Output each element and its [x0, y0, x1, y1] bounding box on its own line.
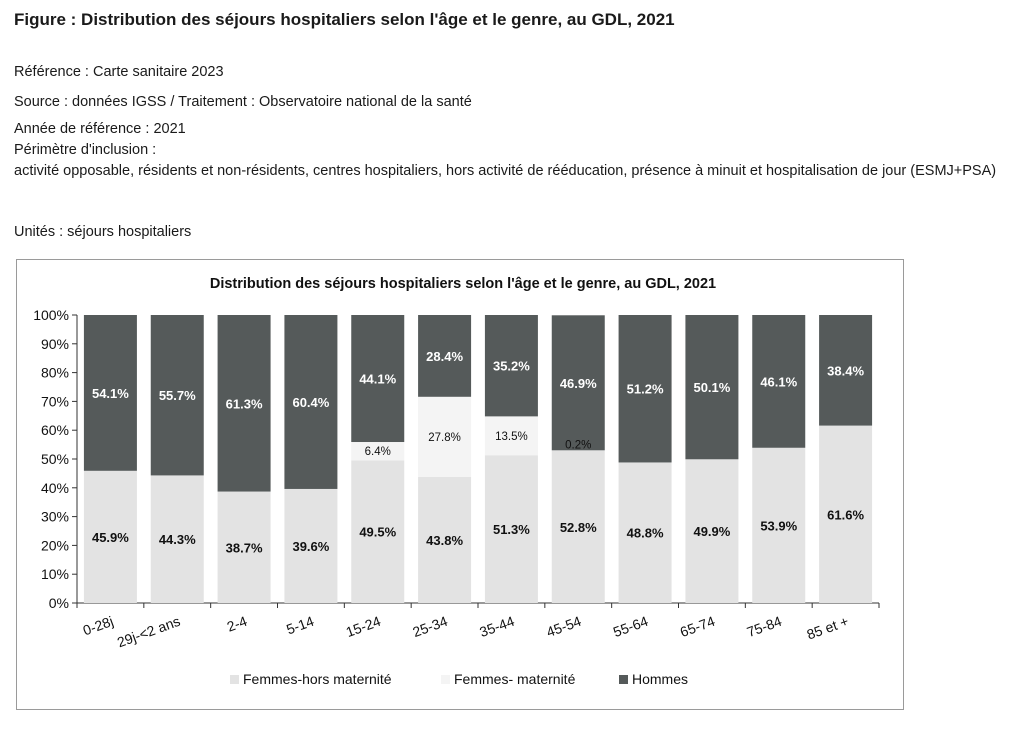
data-label: 39.6%	[292, 539, 329, 554]
data-label: 55.7%	[159, 388, 196, 403]
y-tick-label: 40%	[41, 480, 69, 496]
x-tick-label: 85 et +	[805, 613, 851, 643]
x-tick-label: 65-74	[678, 613, 717, 640]
bar-0-3	[284, 488, 338, 603]
data-label: 6.4%	[365, 446, 391, 458]
bar-2-6	[484, 315, 538, 417]
source-text: Source : données IGSS / Traitement : Obs…	[14, 94, 472, 110]
bar-1-5	[418, 396, 472, 477]
legend-label: Femmes- maternité	[454, 671, 576, 687]
bar-0-6	[484, 455, 538, 603]
data-label: 49.5%	[359, 525, 396, 540]
bar-0-8	[618, 462, 672, 603]
data-label: 28.4%	[426, 349, 463, 364]
bar-0-4	[351, 460, 405, 603]
data-label: 60.4%	[292, 395, 329, 410]
metadata-block: Année de référence : 2021 Périmètre d'in…	[14, 119, 1004, 182]
bar-0-9	[685, 459, 739, 603]
stacked-bar-chart: Distribution des séjours hospitaliers se…	[33, 276, 880, 687]
legend-label: Hommes	[632, 671, 688, 687]
x-tick-label: 0-28j	[81, 613, 116, 639]
bar-2-2	[217, 315, 271, 492]
figure-title: Figure : Distribution des séjours hospit…	[14, 10, 675, 29]
data-label: 61.6%	[827, 507, 864, 522]
y-tick-label: 90%	[41, 336, 69, 352]
bar-2-9	[685, 315, 739, 460]
x-tick-label: 25-34	[410, 613, 449, 640]
bar-0-10	[752, 447, 806, 603]
y-tick-label: 20%	[41, 537, 69, 553]
bar-0-0	[83, 470, 137, 603]
y-tick-label: 70%	[41, 393, 69, 409]
units-text: Unités : séjours hospitaliers	[14, 224, 192, 240]
perimeter-label: Périmètre d'inclusion :	[14, 142, 157, 158]
data-label: 46.9%	[560, 376, 597, 391]
bar-2-7	[551, 315, 605, 451]
x-tick-label: 5-14	[284, 613, 316, 638]
data-label: 50.1%	[693, 380, 730, 395]
reference-text: Référence : Carte sanitaire 2023	[14, 64, 224, 80]
bar-2-3	[284, 315, 338, 489]
y-tick-label: 0%	[49, 595, 69, 611]
bar-2-10	[752, 315, 806, 448]
x-tick-label: 55-64	[611, 613, 650, 640]
data-label: 38.7%	[226, 540, 263, 555]
y-tick-label: 30%	[41, 509, 69, 525]
bar-0-7	[551, 450, 605, 603]
bar-1-6	[484, 416, 538, 456]
y-tick-label: 10%	[41, 566, 69, 582]
perimeter-text: activité opposable, résidents et non-rés…	[14, 163, 997, 179]
bar-2-5	[418, 315, 472, 397]
bar-2-8	[618, 315, 672, 463]
data-label: 53.9%	[760, 518, 797, 533]
bar-0-11	[819, 425, 873, 603]
data-label: 44.1%	[359, 372, 396, 387]
data-label: 48.8%	[627, 526, 664, 541]
y-tick-label: 100%	[33, 307, 69, 323]
x-tick-label: 2-4	[225, 613, 250, 635]
x-tick-label: 35-44	[477, 613, 516, 640]
data-label: 51.3%	[493, 522, 530, 537]
bar-0-2	[217, 491, 271, 603]
y-tick-label: 50%	[41, 451, 69, 467]
x-tick-label: 45-54	[544, 613, 583, 640]
data-label: 44.3%	[159, 532, 196, 547]
data-label: 46.1%	[760, 374, 797, 389]
legend-swatch	[619, 675, 628, 684]
bar-2-11	[819, 315, 873, 426]
data-label: 38.4%	[827, 363, 864, 378]
bar-1-7	[551, 450, 605, 451]
y-tick-label: 60%	[41, 422, 69, 438]
data-label: 51.2%	[627, 382, 664, 397]
data-label: 49.9%	[693, 524, 730, 539]
bar-0-1	[150, 475, 204, 603]
data-label: 52.8%	[560, 520, 597, 535]
x-tick-label: 15-24	[344, 613, 383, 640]
data-label: 27.8%	[428, 432, 461, 444]
legend-label: Femmes-hors maternité	[243, 671, 392, 687]
data-label: 61.3%	[226, 396, 263, 411]
chart-title: Distribution des séjours hospitaliers se…	[210, 276, 716, 292]
bar-0-5	[418, 476, 472, 603]
data-label: 35.2%	[493, 359, 530, 374]
x-tick-label: 75-84	[745, 613, 784, 640]
bar-1-4	[351, 442, 405, 461]
legend-swatch	[441, 675, 450, 684]
data-label: 0.2%	[565, 439, 591, 451]
bar-2-1	[150, 315, 204, 476]
y-tick-label: 80%	[41, 365, 69, 381]
bar-2-0	[83, 315, 137, 471]
x-tick-label: 29j-<2 ans	[115, 613, 182, 651]
data-label: 54.1%	[92, 386, 129, 401]
bar-2-4	[351, 315, 405, 443]
legend-swatch	[230, 675, 239, 684]
data-label: 45.9%	[92, 530, 129, 545]
data-label: 13.5%	[495, 431, 528, 443]
year-text: Année de référence : 2021	[14, 121, 186, 137]
data-label: 43.8%	[426, 533, 463, 548]
chart-frame: Distribution des séjours hospitaliers se…	[16, 259, 904, 710]
